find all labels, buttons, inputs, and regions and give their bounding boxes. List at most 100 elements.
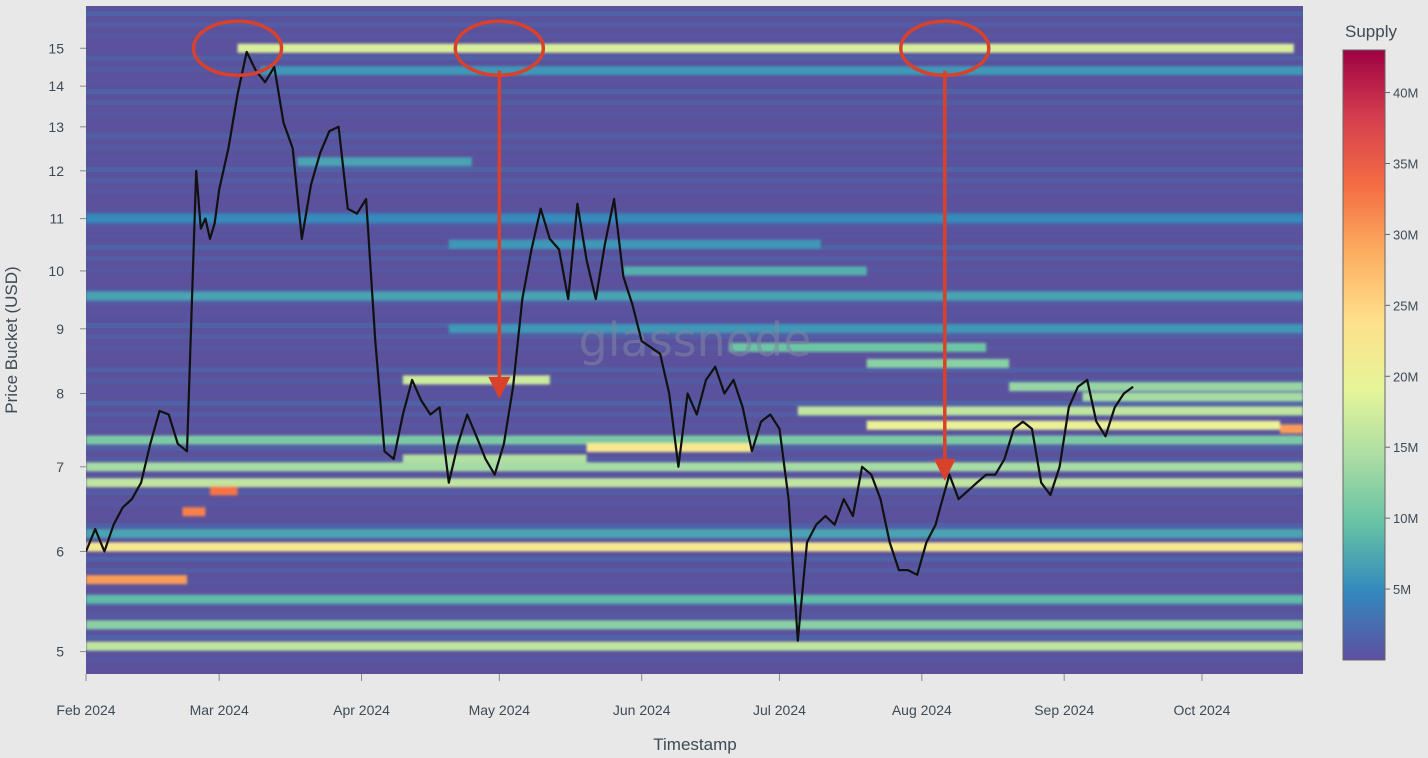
background-stripe [86, 55, 1303, 61]
y-axis: 5 6 7 8 9 10 11 12 13 14 15 [48, 40, 86, 660]
background-stripe [86, 423, 1303, 429]
background-stripe [86, 501, 1303, 506]
supply-band [209, 486, 238, 496]
background-stripe [86, 200, 1303, 206]
background-stripe [86, 167, 1303, 172]
background-stripe [86, 556, 1303, 562]
colorbar-tick-label: 5M [1393, 582, 1411, 597]
y-axis-title: Price Bucket (USD) [2, 266, 21, 413]
background-stripe [86, 400, 1303, 406]
supply-bands [86, 43, 1303, 651]
supply-band [86, 620, 1303, 630]
y-tick-label: 11 [49, 211, 64, 227]
supply-band [86, 462, 1303, 472]
background-stripe [86, 211, 1303, 217]
background-stripe [86, 100, 1303, 106]
supply-band [448, 324, 1303, 334]
supply-band [448, 239, 821, 249]
background-stripe [86, 489, 1303, 495]
colorbar-tick-label: 35M [1393, 156, 1418, 171]
colorbar: Supply 5M 10M 15M 20M 25M 30M 35M 40M [1342, 22, 1418, 661]
background-stripe [86, 222, 1303, 228]
x-tick-label: Sep 2024 [1034, 702, 1094, 718]
y-tick-label: 10 [48, 263, 64, 279]
background-stripe [86, 11, 1303, 17]
background-stripe [86, 233, 1303, 239]
y-tick-label: 12 [48, 163, 64, 179]
background-stripe [86, 512, 1303, 518]
colorbar-gradient [1342, 49, 1386, 661]
supply-band [297, 157, 472, 167]
background-stripe [86, 356, 1303, 362]
background-stripe [86, 634, 1303, 640]
annotation-ellipse [191, 19, 284, 78]
background-stripe [86, 456, 1303, 462]
supply-band [1009, 382, 1303, 392]
background-stripe [86, 578, 1303, 584]
x-tick-label: Oct 2024 [1174, 702, 1231, 718]
x-tick-label: Mar 2024 [190, 702, 249, 718]
supply-band [623, 266, 867, 276]
background-stripe [86, 111, 1303, 117]
x-tick-label: Aug 2024 [892, 702, 952, 718]
background-stripe [86, 612, 1303, 618]
colorbar-tick-label: 40M [1393, 86, 1418, 101]
supply-band [86, 594, 1303, 604]
price-line [86, 50, 1134, 642]
supply-band [86, 575, 188, 585]
background-stripe [86, 300, 1303, 306]
y-tick-label: 9 [56, 321, 64, 337]
x-tick-label: Jun 2024 [613, 702, 671, 718]
background-stripe [86, 256, 1303, 262]
background-stripe [86, 389, 1303, 395]
supply-band [586, 443, 752, 453]
background-stripe [86, 367, 1303, 373]
supply-band [86, 478, 1303, 488]
colorbar-tick-label: 15M [1393, 440, 1418, 455]
annotation-arrow-head [933, 458, 956, 481]
x-tick-label: May 2024 [469, 702, 531, 718]
background-stripe [86, 345, 1303, 351]
colorbar-tick-label: 30M [1393, 227, 1418, 242]
y-tick-label: 8 [56, 385, 64, 401]
background-stripe [86, 278, 1303, 284]
background-stripe [86, 144, 1303, 150]
supply-band [86, 542, 1303, 552]
background-stripe [86, 178, 1303, 184]
background-stripe [86, 590, 1303, 596]
background-stripe [86, 89, 1303, 95]
colorbar-tick-label: 10M [1393, 511, 1418, 526]
background-stripe [86, 334, 1303, 339]
background-stripe [86, 189, 1303, 195]
background-stripe [86, 411, 1303, 417]
background-stripe [86, 22, 1303, 28]
supply-band [86, 214, 1303, 224]
y-tick-label: 6 [56, 543, 64, 559]
background-stripe [86, 155, 1303, 161]
supply-band [402, 454, 587, 464]
y-tick-label: 5 [56, 644, 64, 660]
background-stripe [86, 122, 1303, 128]
background-stripe [86, 523, 1303, 529]
supply-band [866, 420, 1281, 430]
supply-band [182, 507, 206, 517]
supply-band [86, 641, 1303, 651]
colorbar-tick-label: 25M [1393, 298, 1418, 313]
x-axis-title: Timestamp [653, 735, 736, 754]
background-stripe [86, 77, 1303, 83]
plot-background [86, 6, 1303, 674]
colorbar-title: Supply [1345, 22, 1397, 41]
colorbar-ticks: 5M 10M 15M 20M 25M 30M 35M 40M [1385, 86, 1418, 597]
y-tick-label: 15 [48, 40, 64, 56]
supply-band [797, 406, 1303, 416]
supply-band [1082, 392, 1303, 402]
x-tick-label: Feb 2024 [56, 702, 115, 718]
background-stripe [86, 378, 1303, 384]
x-axis: Feb 2024 Mar 2024 Apr 2024 May 2024 Jun 2024… [56, 674, 1231, 718]
background-stripe [86, 311, 1303, 317]
background-stripe [86, 567, 1303, 573]
x-tick-label: Jul 2024 [753, 702, 806, 718]
plot-area: glassnode [86, 6, 1303, 674]
supply-band [402, 375, 550, 385]
supply-band [86, 435, 1303, 445]
